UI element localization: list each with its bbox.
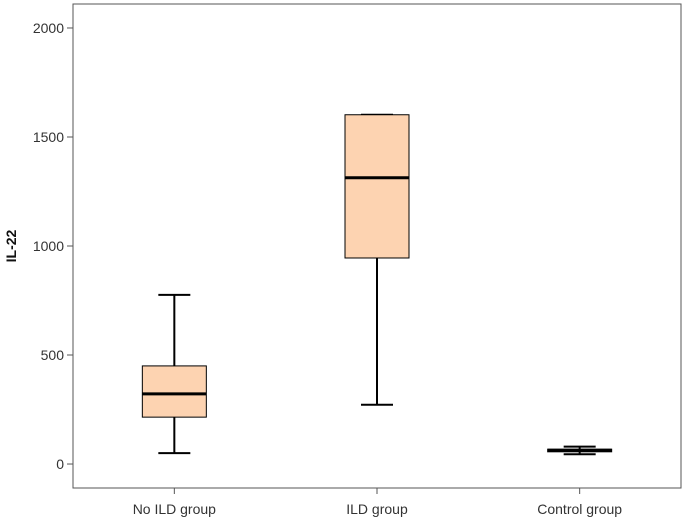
x-tick-label: Control group — [537, 501, 622, 517]
x-tick-label: No ILD group — [133, 501, 216, 517]
iqr-box — [344, 114, 410, 259]
boxes — [141, 113, 613, 456]
y-tick-label: 1500 — [33, 129, 64, 145]
y-tick-label: 2000 — [33, 20, 64, 36]
x-tick-label: ILD group — [346, 501, 408, 517]
y-tick-label: 0 — [56, 456, 64, 472]
y-axis: 0 500 1000 1500 2000 — [33, 20, 73, 472]
y-axis-title: IL-22 — [3, 229, 19, 262]
box-no-ild-group — [141, 293, 207, 455]
y-tick-label: 1000 — [33, 238, 64, 254]
x-axis: No ILD group ILD group Control group — [133, 488, 622, 517]
box-control-group — [547, 445, 613, 456]
iqr-box — [141, 365, 207, 418]
y-tick-label: 500 — [41, 347, 65, 363]
box-ild-group — [344, 113, 410, 406]
